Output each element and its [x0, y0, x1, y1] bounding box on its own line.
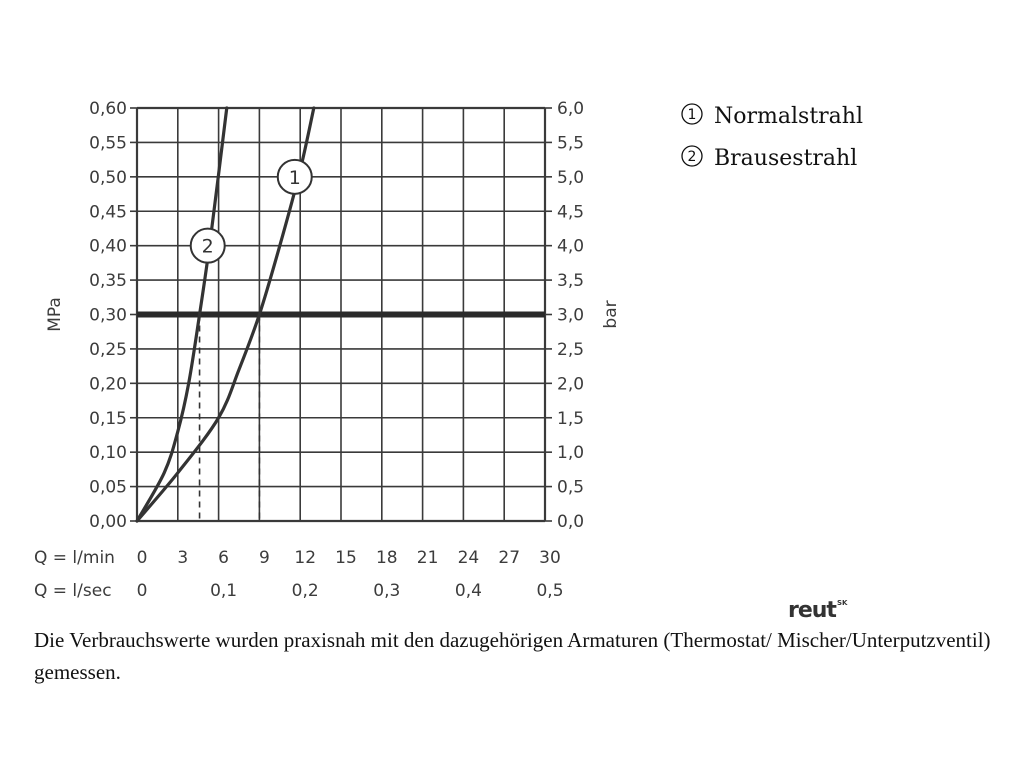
series-line-2 — [135, 106, 229, 523]
x-axis-lmin-tick-label: 27 — [498, 548, 520, 568]
left-axis-tick-label: 0,25 — [89, 340, 127, 360]
x-axis-lsec-ticks: 0 0,1 0,2 0,3 0,4 0,5 — [137, 581, 564, 601]
x-axis-lmin-tick-label: 12 — [294, 548, 316, 568]
x-axis-lmin-tick-label: 18 — [376, 548, 398, 568]
x-axis-lsec-tick-label: 0,1 — [210, 581, 237, 601]
left-axis-tick-label: 0,30 — [89, 306, 127, 326]
right-axis-ticks: 0,0 0,5 1,0 1,5 2,0 2,5 3,0 3,5 4,0 4,5 5,0 5,5 6,0 — [557, 99, 584, 532]
left-axis-tick-label: 0,15 — [89, 409, 127, 429]
right-axis-tick-label: 1,0 — [557, 443, 584, 463]
x-axis-lmin-tick-label: 6 — [218, 548, 229, 568]
right-axis-tick-label: 2,5 — [557, 340, 584, 360]
x-axis-lmin-tick-label: 9 — [259, 548, 270, 568]
series-marker-label-2: 2 — [202, 236, 214, 258]
circled-number-icon: 1 — [680, 102, 704, 126]
series-marker-circle-1 — [276, 158, 313, 195]
right-axis-tick-label: 0,5 — [557, 478, 584, 498]
x-axis-lmin-tick-label: 30 — [539, 548, 561, 568]
logo-superscript: SK — [836, 599, 848, 607]
x-axis-lmin-tick-label: 0 — [137, 548, 148, 568]
x-axis-lmin-tick-label: 24 — [458, 548, 480, 568]
right-axis-tick-label: 3,0 — [557, 306, 584, 326]
left-axis-tick-label: 0,35 — [89, 271, 127, 291]
right-axis-tick-label: 4,0 — [557, 237, 584, 257]
legend-label: Normalstrahl — [714, 104, 863, 129]
x-axis-lsec-tick-label: 0,3 — [373, 581, 400, 601]
circled-number-icon: 2 — [680, 144, 704, 168]
x-axis-lmin-tick-label: 3 — [177, 548, 188, 568]
logo-text: reut — [788, 598, 837, 623]
legend-item-normalstrahl: 1 Normalstrahl — [680, 102, 863, 129]
left-axis-ticks: 0,00 0,05 0,10 0,15 0,20 0,25 0,30 0,35 0,40 0,45… — [89, 99, 127, 532]
left-axis-title: MPa — [45, 297, 65, 332]
right-axis-tick-label: 0,0 — [557, 512, 584, 532]
right-axis-title: bar — [601, 300, 621, 328]
left-axis-tick-label: 0,10 — [89, 443, 127, 463]
left-axis-tick-label: 0,45 — [89, 202, 127, 222]
x-axis-lmin-tick-label: 15 — [335, 548, 357, 568]
right-axis-tick-label: 1,5 — [557, 409, 584, 429]
series-marker-circle-2 — [189, 227, 226, 264]
x-axis-lsec-title: Q = l/sec — [34, 581, 112, 601]
x-axis-lsec-tick-label: 0,5 — [536, 581, 563, 601]
x-axis-lmin-title: Q = l/min — [34, 548, 115, 568]
right-axis-tick-label: 4,5 — [557, 202, 584, 222]
legend-item-brausestrahl: 2 Brausestrahl — [680, 144, 857, 171]
x-axis-lmin-tick-label: 21 — [417, 548, 439, 568]
legend-number: 2 — [688, 149, 697, 165]
x-axis-lmin-ticks: 0 3 6 9 12 15 18 21 24 27 30 — [137, 548, 561, 568]
left-axis-tick-label: 0,05 — [89, 478, 127, 498]
legend-number: 1 — [688, 107, 697, 123]
footnote-text: Die Verbrauchswerte wurden praxisnah mit… — [34, 628, 991, 684]
series-markers: 12 — [189, 158, 313, 264]
legend-label: Brausestrahl — [714, 146, 858, 171]
right-axis-tick-label: 5,0 — [557, 168, 584, 188]
left-axis-tick-label: 0,60 — [89, 99, 127, 119]
flow-pressure-chart: 12 0,000,050,100,150,200,250,300,350,400… — [34, 99, 621, 601]
right-axis-tick-label: 2,0 — [557, 374, 584, 394]
left-axis-tick-label: 0,20 — [89, 374, 127, 394]
left-axis-tick-label: 0,40 — [89, 237, 127, 257]
x-axis-lsec-tick-label: 0 — [137, 581, 148, 601]
right-axis-tick-label: 6,0 — [557, 99, 584, 119]
right-axis-tick-label: 3,5 — [557, 271, 584, 291]
series-marker-label-1: 1 — [289, 167, 301, 189]
x-axis-lsec-tick-label: 0,2 — [292, 581, 319, 601]
x-axis-lsec-tick-label: 0,4 — [455, 581, 482, 601]
left-axis-tick-label: 0,00 — [89, 512, 127, 532]
left-axis-tick-label: 0,50 — [89, 168, 127, 188]
left-axis-tick-label: 0,55 — [89, 133, 127, 153]
right-axis-tick-label: 5,5 — [557, 133, 584, 153]
reut-logo: reutSK — [788, 598, 847, 623]
